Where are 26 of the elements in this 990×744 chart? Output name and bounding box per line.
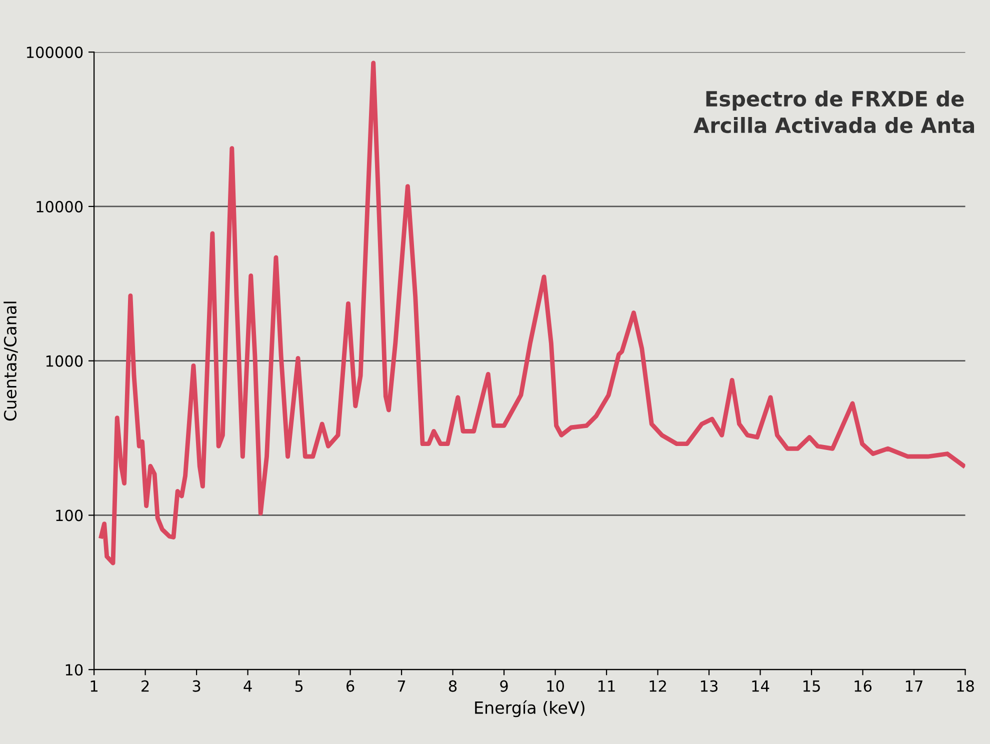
x-tick-label: 7 [398,680,406,692]
text: Espectro de FRXDE de Arcilla Activada de Anta [694,90,974,134]
y-axis-title: Cuentas/Canal [4,302,18,421]
y-tick-label: 100000 [26,46,83,58]
x-tick-label: 9 [500,680,508,692]
x-tick-label: 3 [192,680,200,692]
x-tick-label: 16 [854,680,872,692]
x-tick-label: 17 [906,680,922,692]
x-tick-label: 1 [90,680,98,692]
y-tick-label: 10 [66,664,83,676]
x-tick-label: 8 [448,680,457,692]
x-tick-label: 5 [295,680,303,692]
x-axis-title: Energía (keV) [475,700,584,718]
x-tick-label: 10 [547,680,564,692]
x-tick-label: 6 [346,680,354,692]
x-tick-label: 12 [650,680,666,692]
x-tick-label: 13 [700,680,718,692]
y-tick-label: 10000 [36,200,83,212]
x-tick-label: 14 [752,680,770,692]
y-tick-label: 100 [56,510,83,522]
x-tick-label: 18 [957,680,974,692]
y-tick-label: 1000 [46,355,83,367]
x-tick-label: 11 [598,680,615,692]
x-tick-label: 2 [142,680,149,692]
x-tick-label: 15 [803,680,820,692]
x-tick-label: 4 [244,680,252,692]
